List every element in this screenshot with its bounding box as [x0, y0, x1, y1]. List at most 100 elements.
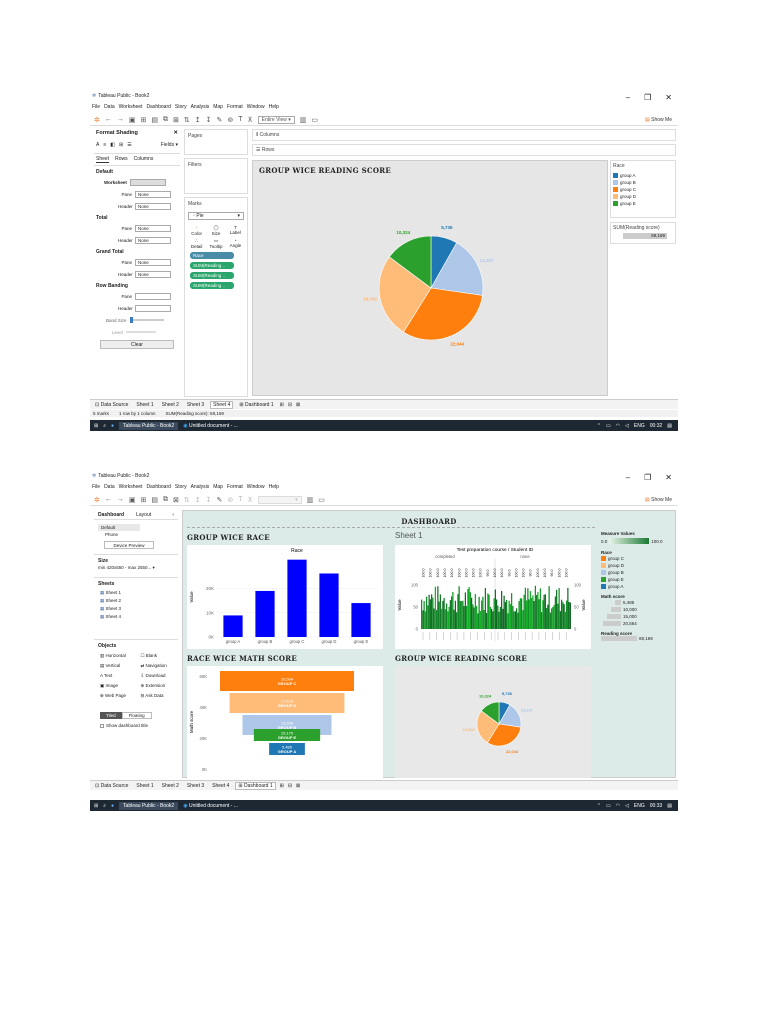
menu-data[interactable]: Data — [104, 104, 115, 110]
grand-header-select[interactable]: None — [135, 270, 171, 278]
minimize-button[interactable]: – — [625, 93, 631, 102]
tab-sheet-4[interactable]: Sheet 4 — [212, 782, 230, 789]
taskview-icon[interactable]: ● — [111, 422, 115, 429]
menu-map[interactable]: Map — [213, 104, 223, 110]
new-story-icon[interactable]: ⊠ — [296, 401, 301, 408]
clear-button[interactable]: Clear — [100, 340, 174, 349]
color-button[interactable]: ⁘ Color — [188, 225, 205, 236]
close-button[interactable]: ✕ — [665, 473, 672, 482]
redo-icon[interactable]: → — [116, 496, 124, 503]
undo-icon[interactable]: ← — [104, 496, 112, 503]
notifications-icon[interactable]: ▤ — [667, 422, 672, 429]
tab-layout[interactable]: Layout — [136, 511, 152, 518]
restore-button[interactable]: ❐ — [644, 473, 652, 482]
object-text[interactable]: A Text — [100, 672, 138, 680]
menu-story[interactable]: Story — [174, 484, 187, 490]
device-preview-button[interactable]: Device Preview — [104, 541, 154, 549]
tab-dashboard-1[interactable]: ⊞ Dashboard 1 — [239, 401, 274, 408]
sort-desc-icon[interactable]: ↧ — [205, 116, 212, 124]
band-size-slider[interactable] — [129, 317, 164, 323]
tab-dashboard-1[interactable]: ⊞ Dashboard 1 — [235, 781, 276, 790]
tab-sheet-4[interactable]: Sheet 4 — [210, 400, 234, 409]
menu-analysis[interactable]: Analysis — [190, 484, 210, 490]
angle-button[interactable]: ◔ Angle — [227, 238, 244, 249]
collapse-icon[interactable]: ‹ — [172, 511, 174, 518]
clear-sheet-icon[interactable]: ⊠ — [173, 496, 179, 504]
shading-icon[interactable]: ◧ — [110, 142, 115, 148]
new-dashboard-icon[interactable]: ⊟ — [287, 782, 293, 789]
chevron-up-icon[interactable]: ⌃ — [596, 422, 601, 429]
device-default[interactable]: Default — [98, 524, 140, 531]
level-slider[interactable] — [125, 331, 156, 333]
new-story-icon[interactable]: ⊠ — [296, 782, 301, 789]
menu-help[interactable]: Help — [268, 484, 279, 490]
sheet-list-item[interactable]: ▦ Sheet 4 — [100, 613, 178, 621]
menu-dashboard[interactable]: Dashboard — [146, 104, 171, 110]
group-icon[interactable]: ⊚ — [227, 116, 234, 124]
tab-dashboard[interactable]: Dashboard — [98, 511, 125, 518]
tab-columns[interactable]: Columns — [133, 156, 154, 162]
legend-item[interactable]: group A — [601, 583, 673, 590]
tab-sheet-3[interactable]: Sheet 3 — [186, 782, 205, 789]
group-icon[interactable]: ⊚ — [227, 496, 234, 504]
new-datasource-icon[interactable]: ⊞ — [140, 496, 147, 504]
duplicate-icon[interactable]: ⧉ — [163, 115, 168, 123]
undo-icon[interactable]: ← — [104, 116, 112, 123]
save-icon[interactable]: ▣ — [128, 496, 136, 504]
worksheet-color-select[interactable] — [129, 178, 166, 186]
object-ask-data[interactable]: ⊟ Ask Data — [141, 692, 179, 700]
mark-type-dropdown[interactable]: ◔ Pie ▾ — [188, 212, 244, 220]
show-me-button[interactable]: ▤ Show Me — [645, 116, 672, 123]
new-sheet-icon[interactable]: ⊞ — [279, 401, 284, 408]
legend-item[interactable]: group B — [601, 569, 673, 576]
default-header-select[interactable]: None — [135, 202, 171, 210]
windows-start-icon[interactable]: ⊞ — [94, 422, 99, 429]
device-phone[interactable]: Phone — [105, 532, 119, 537]
object-blank[interactable]: ☐ Blank — [141, 652, 179, 660]
new-dashboard-icon[interactable]: ⊟ — [287, 401, 293, 408]
floating-button[interactable]: Floating — [121, 712, 152, 719]
labels-icon[interactable]: T — [238, 116, 243, 123]
labels-icon[interactable]: T — [238, 496, 243, 503]
menu-story[interactable]: Story — [174, 104, 187, 110]
swap-icon[interactable]: ⇅ — [183, 496, 190, 504]
legend-item[interactable]: group B — [613, 179, 673, 186]
sheet-list-item[interactable]: ▦ Sheet 3 — [100, 605, 178, 613]
legend-item[interactable]: group C — [613, 186, 673, 193]
minimize-button[interactable]: – — [625, 473, 631, 482]
close-button[interactable]: ✕ — [665, 93, 672, 102]
windows-start-icon[interactable]: ⊞ — [94, 802, 99, 809]
menu-help[interactable]: Help — [268, 104, 279, 110]
font-icon[interactable]: A — [96, 142, 100, 148]
clear-sheet-icon[interactable]: ⊠ — [173, 116, 179, 124]
presentation-icon[interactable]: ▭ — [311, 116, 319, 124]
total-header-select[interactable]: None — [135, 236, 171, 244]
restore-button[interactable]: ❐ — [644, 93, 652, 102]
sum-reading-pill-tooltip[interactable]: SUM(Reading .. — [190, 282, 234, 289]
object-vertical[interactable]: ▤ Vertical — [100, 662, 138, 670]
sheet-list-item[interactable]: ▦ Sheet 1 — [100, 589, 178, 597]
tiled-button[interactable]: Tiled — [100, 712, 122, 719]
menu-file[interactable]: File — [92, 104, 101, 110]
sort-asc-icon[interactable]: ↥ — [194, 496, 201, 504]
legend-item[interactable]: group E — [613, 200, 673, 207]
new-worksheet-icon[interactable]: ▤ — [151, 116, 158, 124]
menu-format[interactable]: Format — [226, 484, 243, 490]
tab-sheet[interactable]: Sheet — [96, 156, 110, 163]
new-sheet-icon[interactable]: ⊞ — [279, 782, 284, 789]
size-dropdown[interactable]: min 420x550 - max 2550... ▾ — [98, 565, 155, 570]
total-pane-select[interactable]: None — [135, 224, 171, 232]
size-button[interactable]: ◯ Size — [207, 225, 224, 236]
tooltip-button[interactable]: ▭ Tooltip — [207, 238, 224, 249]
tab-sheet-1[interactable]: Sheet 1 — [136, 782, 154, 789]
sheet-list-item[interactable]: ▦ Sheet 2 — [100, 597, 178, 605]
sum-reading-pill-angle[interactable]: SUM(Reading .. — [190, 262, 234, 269]
taskbar-document[interactable]: ◉ Untitled document - ... — [183, 802, 238, 809]
rows-shelf[interactable]: ☰ Rows — [252, 144, 676, 156]
menu-worksheet[interactable]: Worksheet — [118, 104, 143, 110]
tab-rows[interactable]: Rows — [115, 156, 128, 162]
lines-icon[interactable]: ☰ — [127, 142, 132, 148]
banding-pane-select[interactable] — [135, 292, 171, 300]
sort-asc-icon[interactable]: ↥ — [194, 116, 201, 124]
search-icon[interactable]: ⌕ — [103, 422, 107, 429]
